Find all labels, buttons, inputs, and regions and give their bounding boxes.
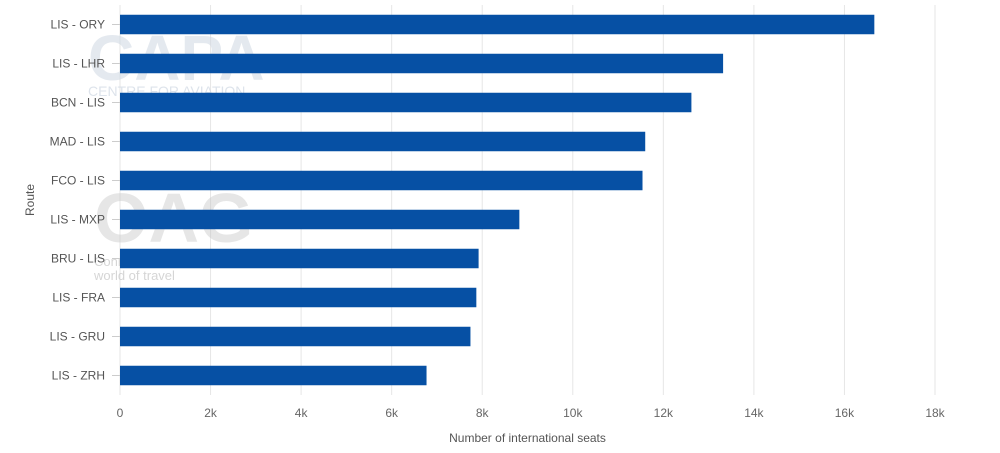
x-tick-label: 14k: [744, 406, 764, 420]
watermark-oag-line1: Conn: [94, 254, 125, 269]
category-label: LIS - MXP: [50, 213, 105, 227]
watermark-oag-line2: world of travel: [93, 268, 175, 283]
bar[interactable]: [120, 170, 643, 191]
category-label: FCO - LIS: [51, 174, 105, 188]
bar[interactable]: [120, 53, 724, 74]
y-axis-title: Route: [23, 184, 37, 216]
bar[interactable]: [120, 209, 520, 230]
category-labels: LIS - ORY LIS - LHR BCN - LIS MAD - LIS FCO …: [50, 18, 120, 383]
category-label: BCN - LIS: [51, 96, 105, 110]
bar[interactable]: [120, 365, 427, 386]
bar[interactable]: [120, 326, 471, 347]
category-label: MAD - LIS: [50, 135, 105, 149]
category-label: LIS - LHR: [52, 57, 105, 71]
x-tick-label: 12k: [654, 406, 674, 420]
x-tick-label: 4k: [295, 406, 309, 420]
x-tick-labels: 0 2k 4k 6k 8k 10k 12k 14k 16k 18k: [117, 406, 946, 420]
category-label: LIS - FRA: [52, 291, 105, 305]
x-tick-label: 6k: [385, 406, 399, 420]
x-tick-label: 8k: [476, 406, 490, 420]
x-tick-label: 2k: [204, 406, 218, 420]
bar[interactable]: [120, 92, 692, 113]
bar[interactable]: [120, 131, 646, 152]
x-tick-label: 18k: [925, 406, 945, 420]
category-label: LIS - GRU: [50, 330, 105, 344]
x-tick-label: 16k: [835, 406, 855, 420]
bar[interactable]: [120, 14, 875, 35]
x-axis-title: Number of international seats: [449, 431, 606, 445]
bars: [120, 14, 875, 386]
category-label: LIS - ZRH: [52, 369, 105, 383]
category-label: LIS - ORY: [51, 18, 105, 32]
x-tick-label: 10k: [563, 406, 583, 420]
category-label: BRU - LIS: [51, 252, 105, 266]
x-tick-label: 0: [117, 406, 124, 420]
bar[interactable]: [120, 248, 479, 269]
bar[interactable]: [120, 287, 477, 308]
